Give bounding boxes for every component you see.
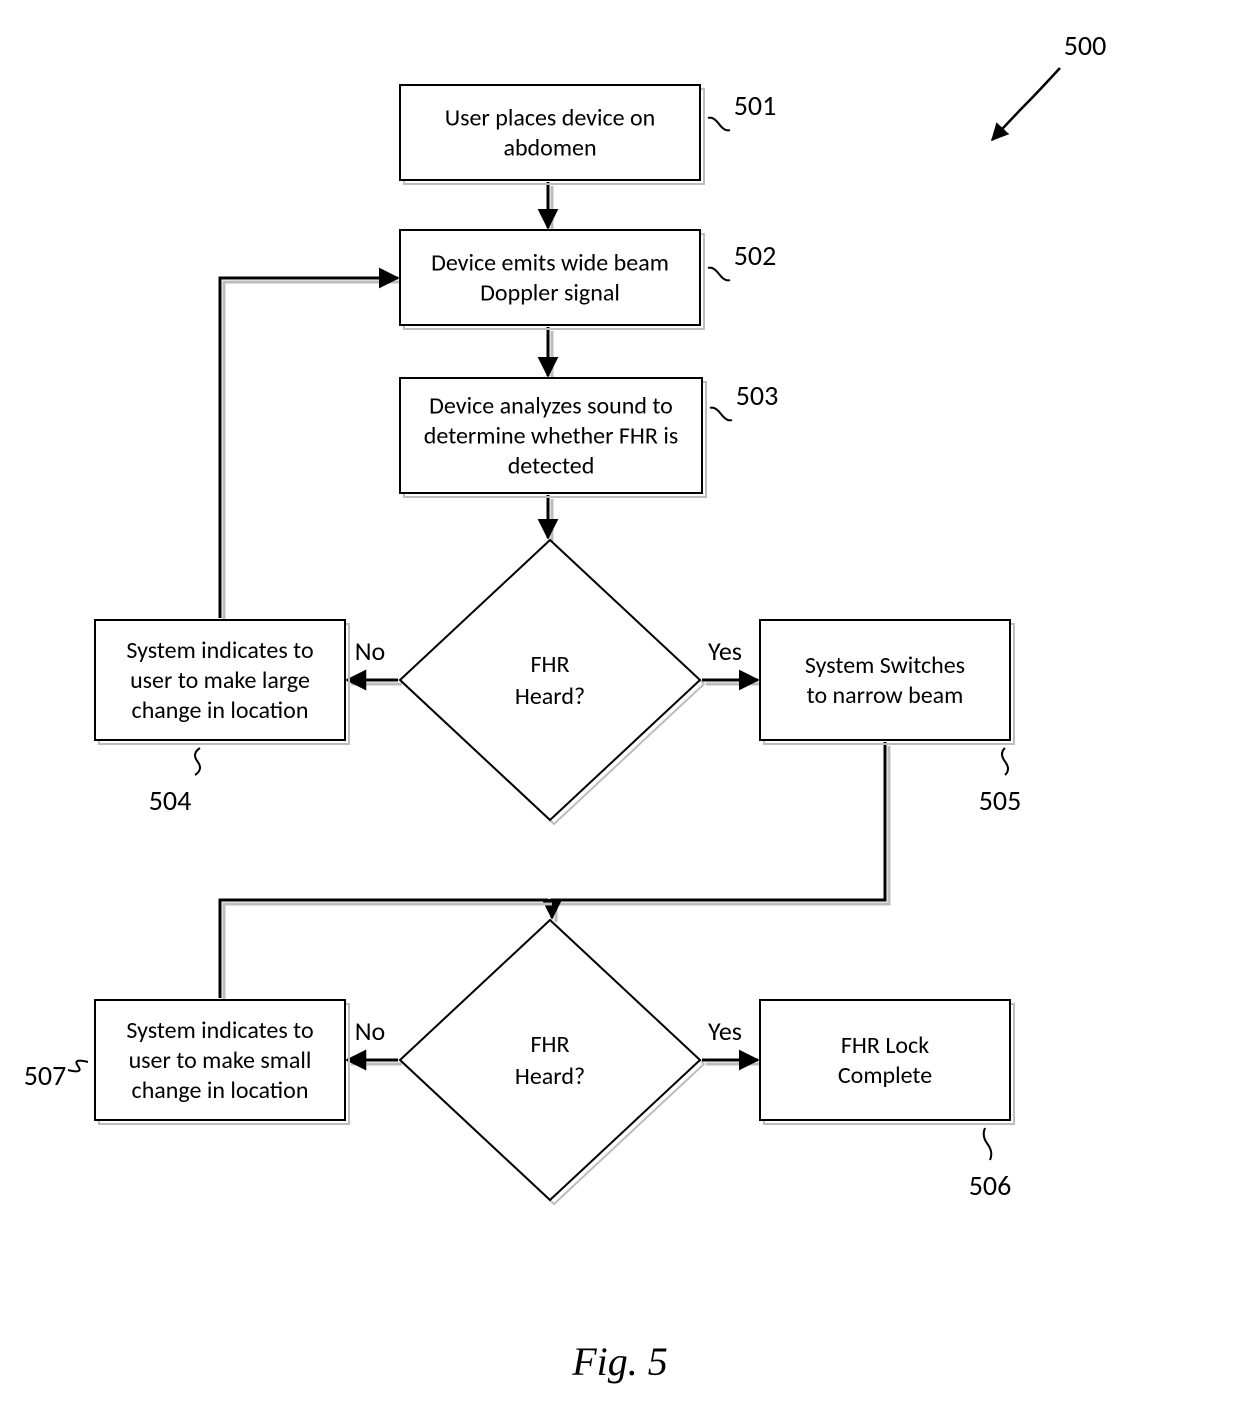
ref-label-501: 501 (734, 88, 777, 123)
edge-label: Yes (708, 1015, 742, 1047)
diamond-text: Heard? (515, 1062, 585, 1091)
ref-squiggle (708, 118, 730, 131)
ref-squiggle (984, 1128, 992, 1160)
process-box-n505 (760, 620, 1010, 740)
box-text: User places device on (445, 104, 656, 133)
box-text: abdomen (503, 134, 596, 163)
box-text: determine whether FHR is (424, 422, 678, 451)
ref-squiggle (195, 748, 200, 775)
flow-edge (220, 278, 398, 618)
diamond-text: Heard? (515, 682, 585, 711)
ref-label-505: 505 (979, 783, 1022, 818)
box-text: user to make large (130, 666, 310, 695)
edge-label: No (355, 635, 386, 667)
edge-label: Yes (708, 635, 742, 667)
edge-label: No (355, 1015, 386, 1047)
ref-label-502: 502 (734, 238, 777, 273)
process-box-n506 (760, 1000, 1010, 1120)
box-text: Device analyzes sound to (429, 392, 673, 421)
box-text: detected (508, 452, 595, 481)
box-text: to narrow beam (807, 681, 964, 710)
box-text: System indicates to (126, 1016, 313, 1045)
box-text: user to make small (129, 1046, 312, 1075)
ref-squiggle (710, 408, 732, 421)
box-text: System indicates to (126, 636, 313, 665)
process-box-n502 (400, 230, 700, 325)
box-text: change in location (132, 696, 309, 725)
ref-label-504: 504 (149, 783, 192, 818)
ref-squiggle (708, 268, 730, 281)
ref-label-507: 507 (24, 1058, 67, 1093)
diagram-ref-label: 500 (1064, 28, 1107, 63)
diamond-text: FHR (530, 650, 569, 679)
box-text: Device emits wide beam (431, 249, 669, 278)
box-text: System Switches (805, 651, 965, 680)
flowchart-canvas: No Yes No Yes User places device onabdomen De… (0, 0, 1240, 1409)
ref-label-503: 503 (736, 378, 779, 413)
ref-label-506: 506 (969, 1168, 1012, 1203)
ref-squiggle (68, 1061, 88, 1072)
box-text: change in location (132, 1076, 309, 1105)
box-text: Doppler signal (480, 279, 620, 308)
process-box-n501 (400, 85, 700, 180)
ref-squiggle (1002, 748, 1008, 775)
diagram-ref-arrow (992, 68, 1060, 140)
diamond-text: FHR (530, 1030, 569, 1059)
box-text: FHR Lock (841, 1031, 929, 1060)
box-text: Complete (838, 1061, 932, 1090)
figure-title: Fig. 5 (571, 1339, 668, 1384)
decision-diamond-d1 (400, 540, 700, 820)
decision-diamond-d2 (400, 920, 700, 1200)
